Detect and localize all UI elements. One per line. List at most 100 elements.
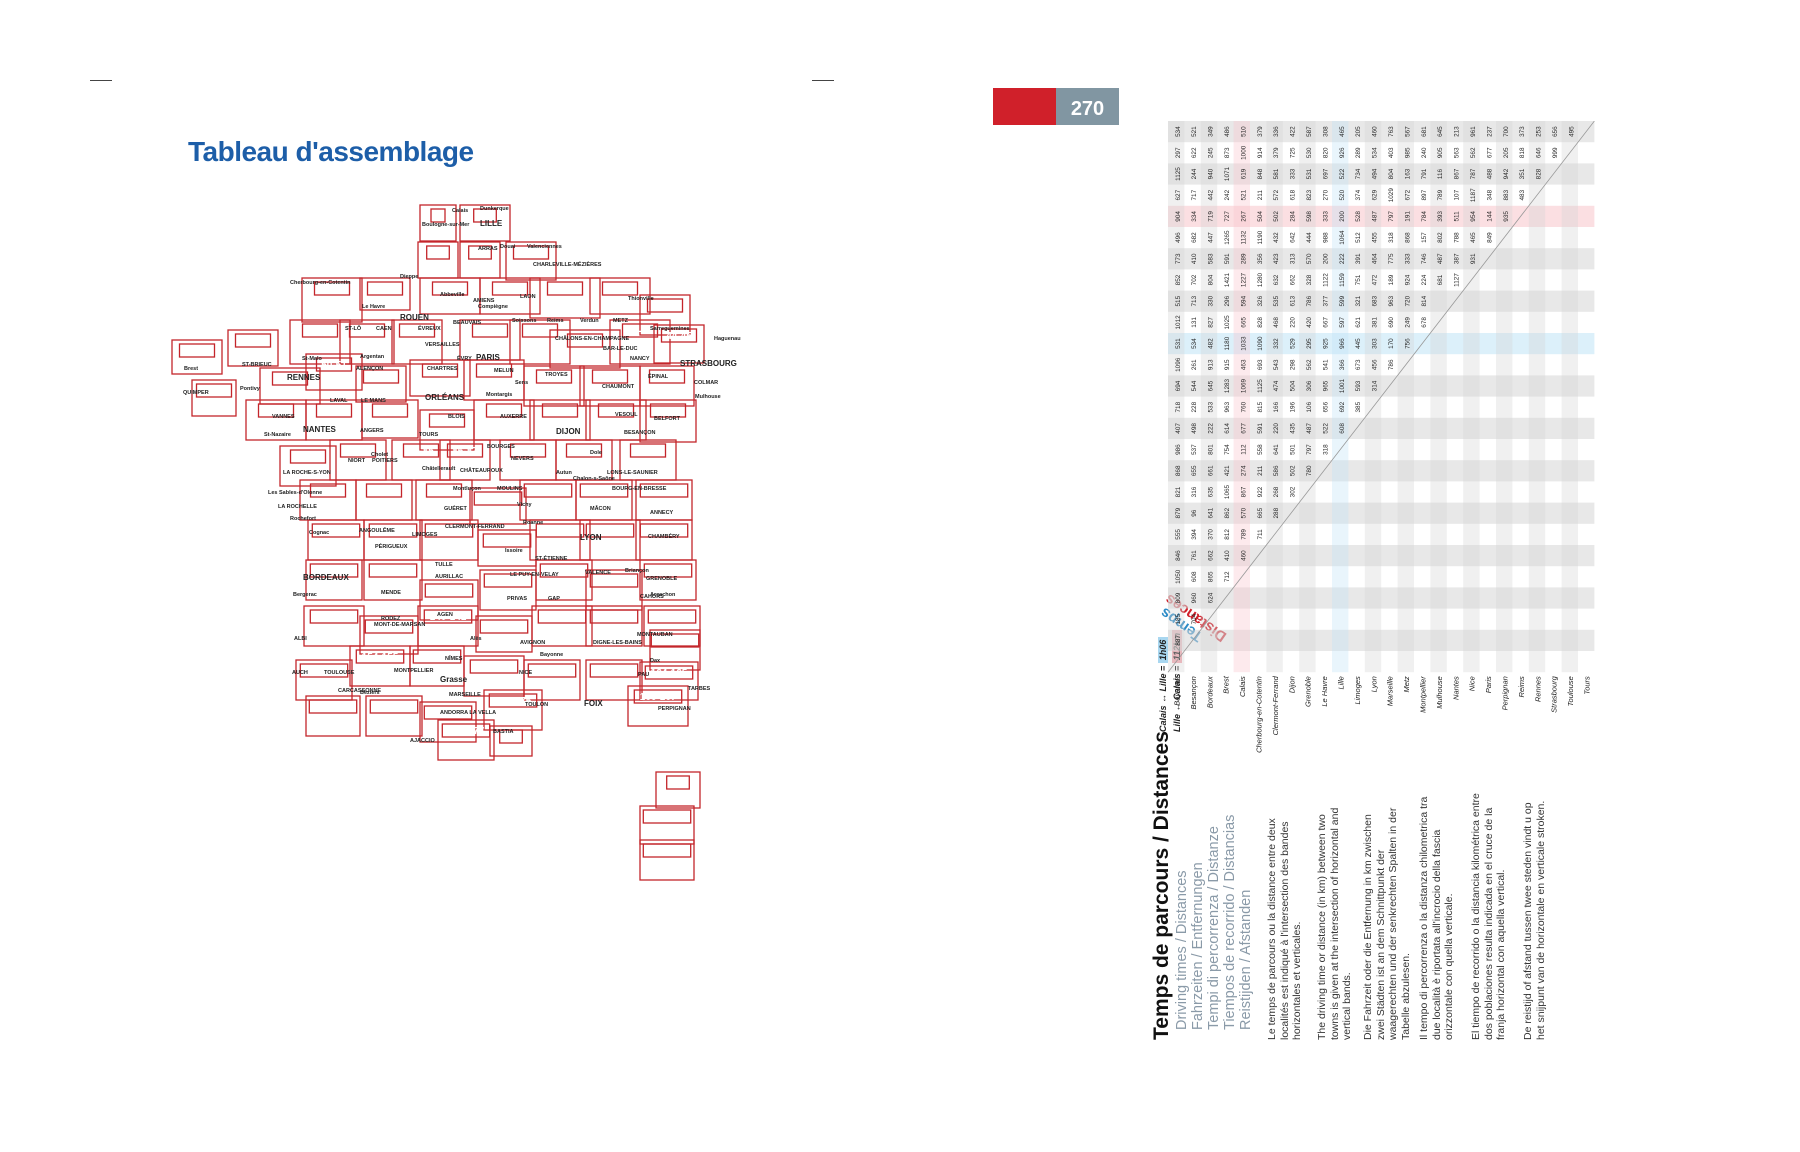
grid-distance-cell: 591 <box>1257 423 1264 434</box>
map-tile-label: 22-23 <box>607 284 633 295</box>
grid-distance-cell: 629 <box>1372 189 1379 200</box>
grid-distance-cell: 809 <box>1175 592 1182 603</box>
map-tile-4-5: 4-5 <box>459 204 511 242</box>
grid-distance-cell: 789 <box>1240 529 1247 540</box>
grid-distance-cell: 641 <box>1208 507 1215 518</box>
map-tile-label: 62-63 <box>654 372 680 383</box>
grid-town-header: Limoges <box>1353 676 1362 705</box>
map-tile-frame <box>489 725 533 757</box>
grid-distance-cell: 1132 <box>1240 230 1247 244</box>
map-tile-badge <box>527 663 577 678</box>
map-city-label: Soissons <box>512 318 536 324</box>
page-number: 270 <box>1056 88 1119 125</box>
grid-distance-cell: 213 <box>1454 126 1461 137</box>
grid-distance-cell: 403 <box>1388 147 1395 158</box>
grid-distance-cell: 447 <box>1208 232 1215 243</box>
map-city-label: PARIS <box>476 353 501 362</box>
grid-distance-cell: 211 <box>1257 190 1264 201</box>
map-tile-label: 160-161 <box>534 666 571 677</box>
grid-distance-cell: 261 <box>1191 359 1198 370</box>
map-city-label: LILLE <box>480 219 503 228</box>
grid-distance-cell: 1122 <box>1322 273 1329 287</box>
map-tile-label: 8-9 <box>473 248 488 259</box>
map-tile-28-29: 28-29 <box>227 329 279 367</box>
map-tile-badge <box>639 483 689 498</box>
grid-distance-cell: 646 <box>1536 147 1543 158</box>
subtitle-it: Tempi di percorrenza / Distanze <box>1206 826 1222 1030</box>
map-city-label: Bergerac <box>293 592 317 598</box>
grid-distance-cell: 326 <box>1257 295 1264 306</box>
map-tile-label: 126-127 <box>431 586 468 597</box>
map-tile-badge <box>660 328 698 343</box>
grid-distance-cell: 897 <box>1421 189 1428 200</box>
grid-distance-cell: 163 <box>1404 168 1411 179</box>
grid-distance-cell: 463 <box>1240 359 1247 370</box>
explanation-it: Il tempo di percorrenza o la distanza ch… <box>1418 796 1455 1040</box>
map-city-label: Calais <box>452 208 468 214</box>
map-tile-badge <box>579 483 629 498</box>
grid-row-band <box>1168 248 1595 270</box>
map-tile-label: 88-89 <box>515 446 541 457</box>
map-tile-badge <box>309 609 359 624</box>
map-tile-label: 74-76 <box>547 406 573 417</box>
map-tile-160-161: 160-161 <box>523 659 581 701</box>
grid-distance-cell: 963 <box>1388 295 1395 306</box>
map-tile-frame <box>655 771 701 809</box>
grid-distance-cell: 823 <box>1306 189 1313 200</box>
grid-distance-cell: 678 <box>1421 317 1428 328</box>
grid-distance-cell: 313 <box>1290 253 1297 264</box>
map-tile-label: 182-183 <box>649 846 686 857</box>
map-city-label: LA ROCHELLE <box>278 504 317 510</box>
map-tile-label: 106-107 <box>646 486 683 497</box>
grid-distance-cell: 196 <box>1290 401 1297 412</box>
grid-distance-cell: 511 <box>1454 211 1461 222</box>
map-tile-label: 152-153 <box>306 666 343 677</box>
grid-distance-cell: 460 <box>1240 550 1247 561</box>
map-city-label: ÉVREUX <box>418 324 441 332</box>
map-tile-172-173: 172-173 <box>419 701 477 743</box>
grid-town-header: Calais <box>1238 676 1247 697</box>
map-tile-frame <box>531 605 593 647</box>
grid-distance-cell: 1190 <box>1257 230 1264 244</box>
grid-distance-cell: 200 <box>1339 211 1346 222</box>
map-tile-frame <box>391 319 443 365</box>
map-city-label: Arcachon <box>650 592 676 598</box>
grid-distance-cell: 627 <box>1175 189 1182 200</box>
grid-distance-cell: 224 <box>1421 274 1428 285</box>
map-city-label: Autun <box>556 470 573 476</box>
grid-distance-cell: 421 <box>1224 465 1231 476</box>
map-tile-badge <box>426 245 450 260</box>
explanation-nl: De reistijd of afstand tussen twee stede… <box>1522 800 1547 1040</box>
grid-distance-cell: 529 <box>1290 338 1297 349</box>
grid-distance-cell: 667 <box>1322 317 1329 328</box>
map-city-label: Pontivy <box>240 386 261 392</box>
grid-distance-cell: 504 <box>1257 211 1264 222</box>
map-tile-26-27: 26-27 <box>171 339 223 375</box>
grid-distance-cell: 410 <box>1191 253 1198 264</box>
grid-distance-cell: 131 <box>1191 317 1198 328</box>
map-tile-badge <box>488 693 538 708</box>
map-tile-badge <box>633 689 683 704</box>
grid-distance-cell: 289 <box>1355 147 1362 158</box>
map-tile-badge <box>412 649 462 664</box>
map-city-label: ÉVRY <box>457 354 472 362</box>
grid-distance-cell: 245 <box>1208 147 1215 158</box>
map-tile-badge <box>642 843 692 858</box>
map-tile-badge <box>195 383 233 398</box>
grid-distance-cell: 445 <box>1355 338 1362 349</box>
grid-town-header: Montpellier <box>1418 676 1427 713</box>
grid-distance-cell: 240 <box>1421 147 1428 158</box>
map-city-label: ORLÉANS <box>425 393 465 402</box>
grid-distance-cell: 828 <box>1257 317 1264 328</box>
grid-distance-cell: 482 <box>1208 338 1215 349</box>
page-title: Tableau d'assemblage <box>188 136 474 167</box>
grid-distance-cell: 349 <box>1208 126 1215 137</box>
grid-distance-cell: 487 <box>1437 253 1444 264</box>
grid-distance-cell: 1125 <box>1175 167 1182 181</box>
map-tile-176-177: 176-177 <box>437 719 495 761</box>
grid-distance-cell: 494 <box>1372 168 1379 179</box>
map-tile-label: 14-15 <box>372 284 398 295</box>
grid-distance-cell: 1033 <box>1240 336 1247 351</box>
map-tile-label: 100-101 <box>480 494 517 505</box>
grid-distance-cell: 754 <box>1224 444 1231 455</box>
